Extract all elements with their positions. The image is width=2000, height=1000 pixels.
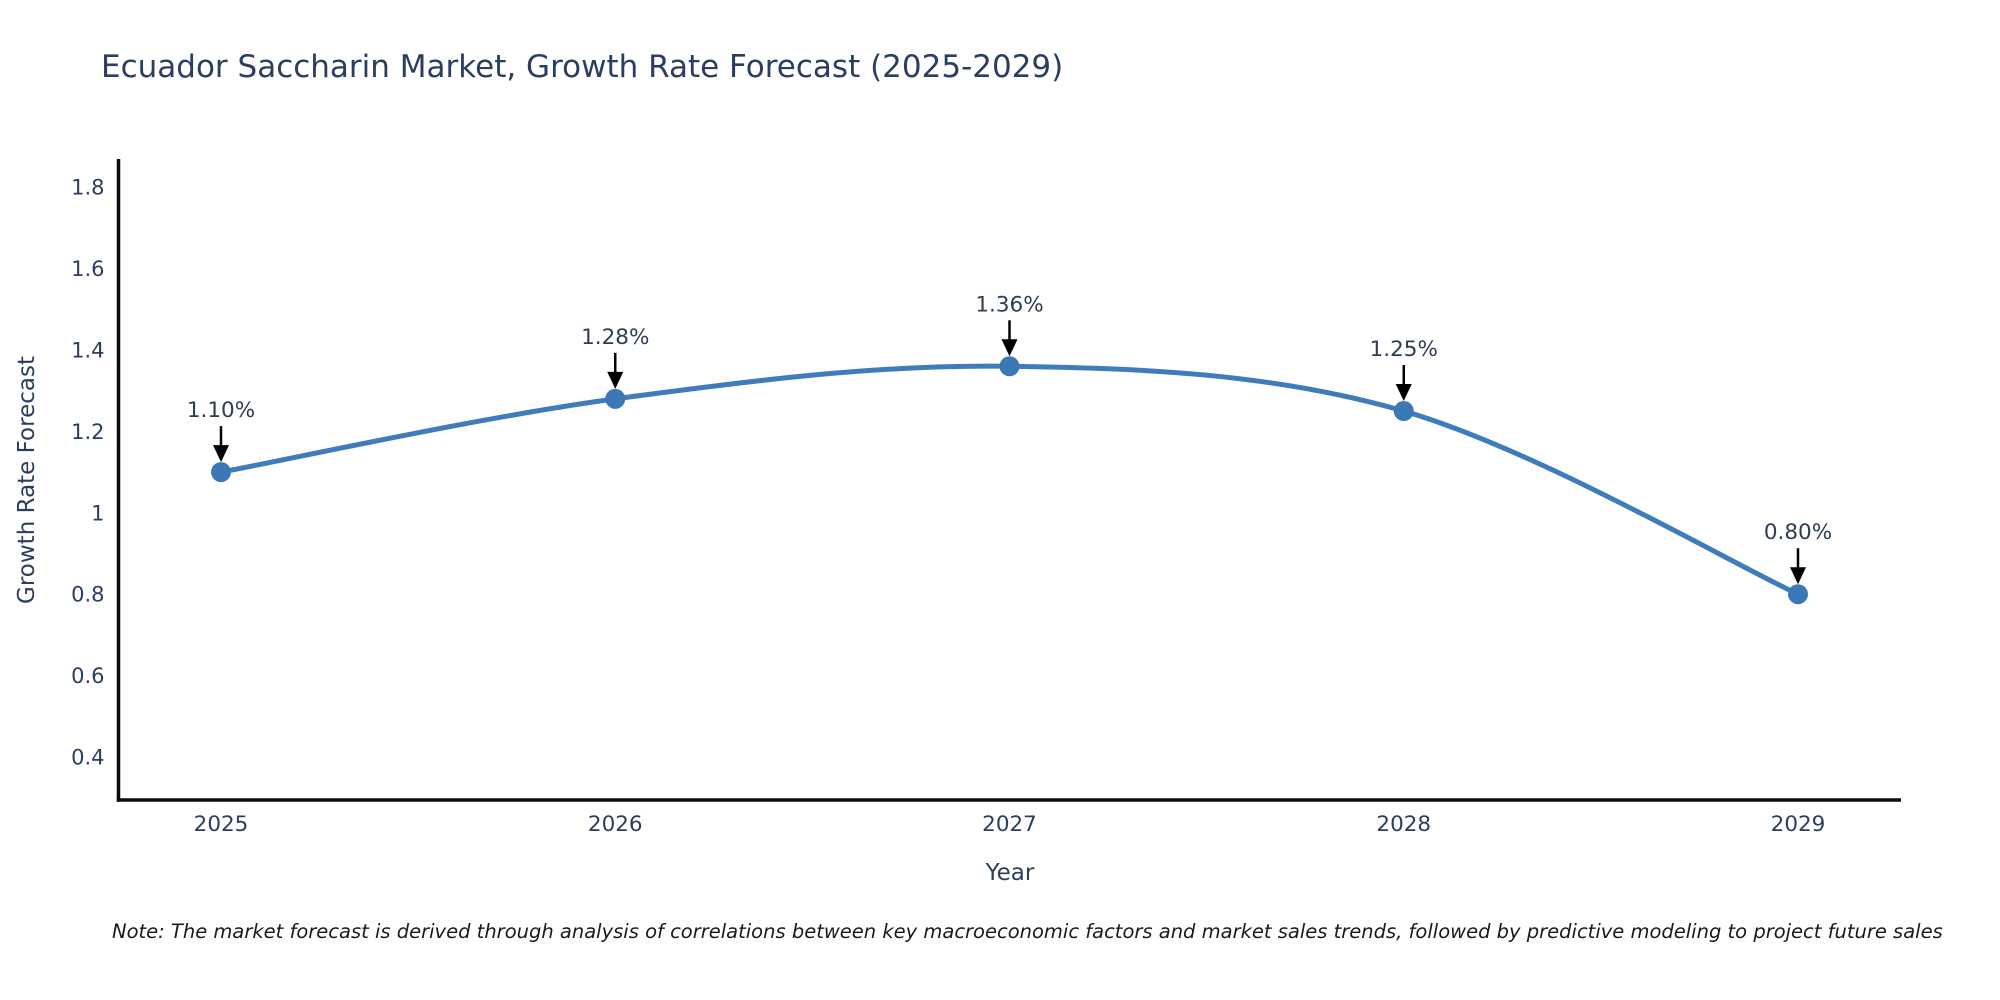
y-axis-title: Growth Rate Forecast (14, 356, 40, 604)
data-point-2028 (1393, 401, 1414, 422)
y-tick-label: 1 (91, 501, 104, 525)
y-tick-label: 1.6 (71, 257, 104, 281)
point-value-label: 1.10% (187, 398, 255, 423)
data-point-2026 (605, 388, 626, 409)
annotation-arrowhead (213, 445, 229, 463)
annotation-arrowhead (607, 371, 624, 389)
annotation-arrowhead (1395, 384, 1412, 402)
y-tick-label: 1.4 (71, 339, 104, 363)
point-value-label: 0.80% (1764, 520, 1832, 545)
point-value-label: 1.28% (581, 325, 649, 350)
point-value-label: 1.25% (1370, 337, 1438, 362)
chart-title: Ecuador Saccharin Market, Growth Rate Fo… (101, 49, 1064, 85)
data-point-2027 (999, 356, 1020, 377)
y-tick-label: 0.6 (71, 664, 104, 688)
y-tick-label: 1.2 (71, 420, 104, 444)
data-point-2025 (211, 462, 231, 483)
x-tick-label: 2025 (194, 812, 249, 837)
x-tick-label: 2028 (1376, 812, 1431, 837)
footnote: Note: The market forecast is derived thr… (112, 920, 1943, 943)
data-point-2029 (1788, 584, 1808, 605)
point-value-label: 1.36% (975, 292, 1043, 317)
y-tick-label: 1.8 (71, 176, 104, 200)
annotation-arrowhead (1790, 567, 1806, 585)
x-tick-label: 2027 (982, 812, 1037, 837)
x-tick-label: 2029 (1771, 812, 1826, 837)
annotation-arrowhead (1001, 339, 1018, 357)
x-tick-label: 2026 (588, 812, 643, 837)
y-tick-label: 0.8 (71, 583, 104, 607)
x-axis-title: Year (985, 860, 1035, 886)
forecast-line (218, 363, 1801, 597)
y-tick-label: 0.4 (71, 746, 104, 770)
